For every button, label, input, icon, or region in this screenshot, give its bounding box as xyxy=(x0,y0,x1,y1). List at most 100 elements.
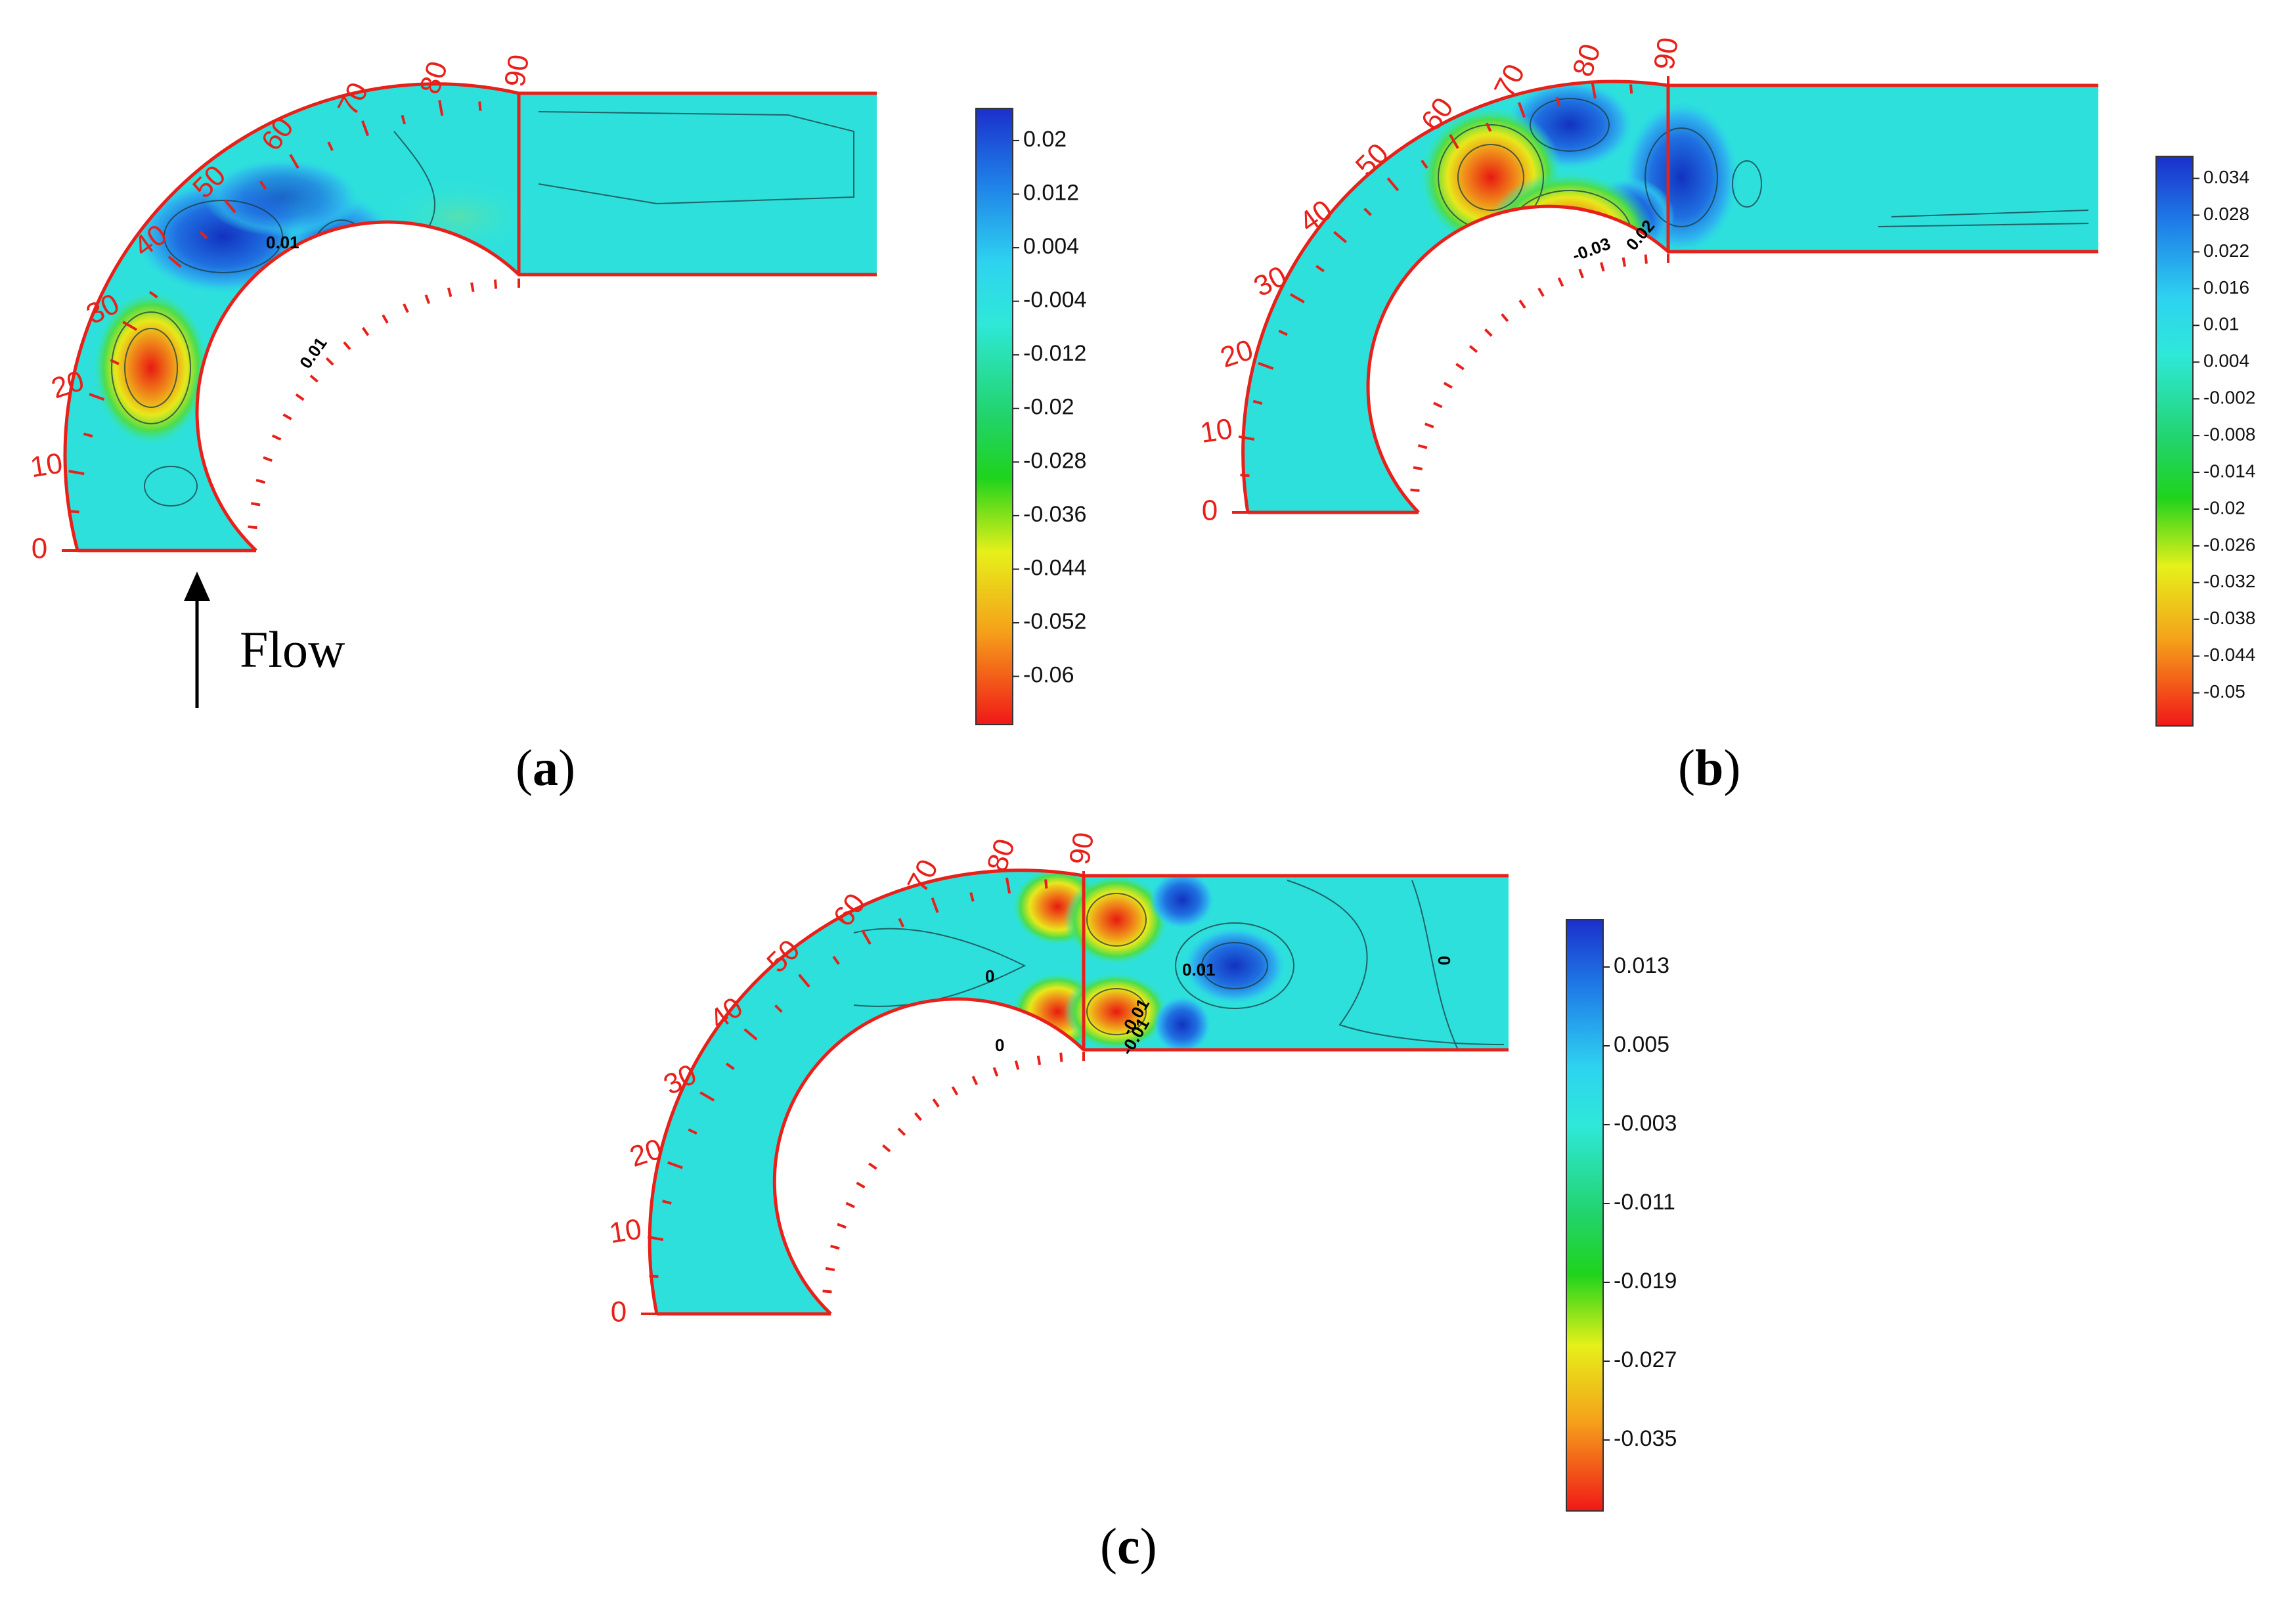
colorbar-label: -0.008 xyxy=(2203,424,2255,445)
angle-label-0: 0 xyxy=(32,533,47,565)
panel-b-channel-outline xyxy=(1241,79,2098,514)
colorbar-label: 0.012 xyxy=(1023,180,1079,205)
inner-tick xyxy=(845,1202,855,1209)
panel-c-contour-label-2: 0 xyxy=(995,1035,1004,1055)
inner-tick xyxy=(325,357,334,366)
colorbar-label: -0.014 xyxy=(2203,461,2255,481)
outer-tick xyxy=(289,154,299,169)
colorbar-label: -0.052 xyxy=(1023,609,1086,634)
inner-tick xyxy=(403,303,409,313)
outer-tick xyxy=(259,180,267,190)
inner-tick xyxy=(914,1112,923,1121)
colorbar-label: -0.027 xyxy=(1614,1347,1677,1372)
outer-tick xyxy=(832,955,840,965)
angle-label-90: 90 xyxy=(1648,35,1685,72)
inner-tick xyxy=(830,1244,840,1250)
panel-a-colorbar-ramp xyxy=(975,108,1013,725)
angle-label-90: 90 xyxy=(498,53,535,89)
outer-tick xyxy=(743,1028,758,1041)
inner-tick xyxy=(470,282,475,292)
outer-tick xyxy=(148,290,158,299)
inner-tick xyxy=(1424,422,1434,428)
colorbar-label: -0.035 xyxy=(1614,1426,1677,1451)
inner-tick xyxy=(992,1067,999,1077)
colorbar-label: -0.028 xyxy=(1023,448,1086,473)
panel-c-contour-label-3: 0.01 xyxy=(1182,960,1216,979)
outer-tick xyxy=(1238,435,1255,441)
flow-arrow xyxy=(184,572,210,708)
colorbar-label: -0.044 xyxy=(1023,555,1086,580)
outer-tick xyxy=(647,1235,664,1242)
inner-tick xyxy=(295,393,305,401)
outer-tick xyxy=(478,101,482,111)
angle-label-20: 20 xyxy=(1216,334,1257,374)
colorbar-label: -0.019 xyxy=(1614,1269,1677,1293)
colorbar-label: -0.036 xyxy=(1023,502,1086,527)
panel-a-field xyxy=(66,83,877,551)
colorbar-label: -0.032 xyxy=(2203,571,2255,591)
colorbar-label: 0.028 xyxy=(2203,204,2249,224)
outer-tick xyxy=(861,930,872,945)
colorbar-label: -0.002 xyxy=(2203,388,2255,408)
panel-b-label: (b) xyxy=(1678,739,1740,796)
inner-tick xyxy=(1455,363,1465,371)
outer-tick xyxy=(1485,122,1492,132)
panel-c-contour-label-4: 0 xyxy=(1434,956,1454,965)
inner-tick xyxy=(1501,313,1509,323)
outer-tick xyxy=(361,120,370,137)
outer-tick xyxy=(1278,329,1288,336)
inner-tick xyxy=(1557,277,1564,287)
outer-tick xyxy=(68,470,85,476)
angle-label-10: 10 xyxy=(28,447,65,484)
colorbar-label: 0.004 xyxy=(1023,234,1079,259)
outer-tick xyxy=(1518,102,1526,118)
colorbar-label: -0.06 xyxy=(1023,663,1074,688)
outer-tick xyxy=(1421,160,1428,169)
colorbar-label: 0.005 xyxy=(1614,1032,1669,1057)
colorbar-label: -0.011 xyxy=(1614,1190,1675,1215)
outer-tick xyxy=(774,1004,783,1013)
outer-tick xyxy=(667,1161,683,1169)
colorbar-label: 0.01 xyxy=(2203,314,2240,334)
outer-tick xyxy=(798,974,810,988)
panel-b-contour-label-1: -0.03 xyxy=(1570,233,1613,265)
outer-tick xyxy=(110,359,120,365)
inner-tick xyxy=(971,1075,979,1085)
panel-a-colorbar: 0.02 0.012 0.004 -0.004 -0.012 -0.02 -0.028 -0.… xyxy=(975,108,1086,725)
colorbar-label: 0.02 xyxy=(1023,127,1067,152)
inner-tick xyxy=(424,294,431,304)
outer-tick xyxy=(1333,231,1348,244)
angle-label-0: 0 xyxy=(611,1296,627,1328)
outer-tick xyxy=(1252,399,1263,405)
outer-tick xyxy=(1591,82,1597,99)
inner-tick xyxy=(868,1162,877,1170)
outer-tick xyxy=(699,1091,715,1102)
colorbar-label: -0.05 xyxy=(2203,681,2245,702)
outer-tick xyxy=(401,114,407,125)
flow-label: Flow xyxy=(240,621,345,678)
panel-a-channel-outline xyxy=(63,82,877,552)
panel-c-colorbar: 0.013 0.005 -0.003 -0.011 -0.019 -0.027 -0.035 xyxy=(1566,919,1677,1512)
inner-tick xyxy=(1622,257,1626,267)
inner-tick xyxy=(248,525,257,529)
arrow-up-icon xyxy=(184,572,210,601)
inner-tick xyxy=(447,287,453,298)
colorbar-label: 0.004 xyxy=(2203,351,2249,371)
outer-tick xyxy=(688,1128,697,1135)
inner-tick xyxy=(837,1223,847,1229)
inner-tick xyxy=(1413,466,1423,470)
angle-label-80: 80 xyxy=(1566,40,1607,81)
panel-a-contour-label-2: 0.01 xyxy=(296,334,331,372)
colorbar-label: 0.022 xyxy=(2203,240,2249,261)
outer-tick xyxy=(1386,177,1400,192)
colorbar-label: -0.003 xyxy=(1614,1111,1677,1136)
inner-tick xyxy=(1410,488,1420,492)
outer-tick xyxy=(662,1200,672,1205)
panel-b-field xyxy=(1243,81,2098,513)
outer-tick xyxy=(122,321,138,331)
inner-tick xyxy=(1443,382,1453,389)
colorbar-label: -0.044 xyxy=(2203,644,2255,665)
